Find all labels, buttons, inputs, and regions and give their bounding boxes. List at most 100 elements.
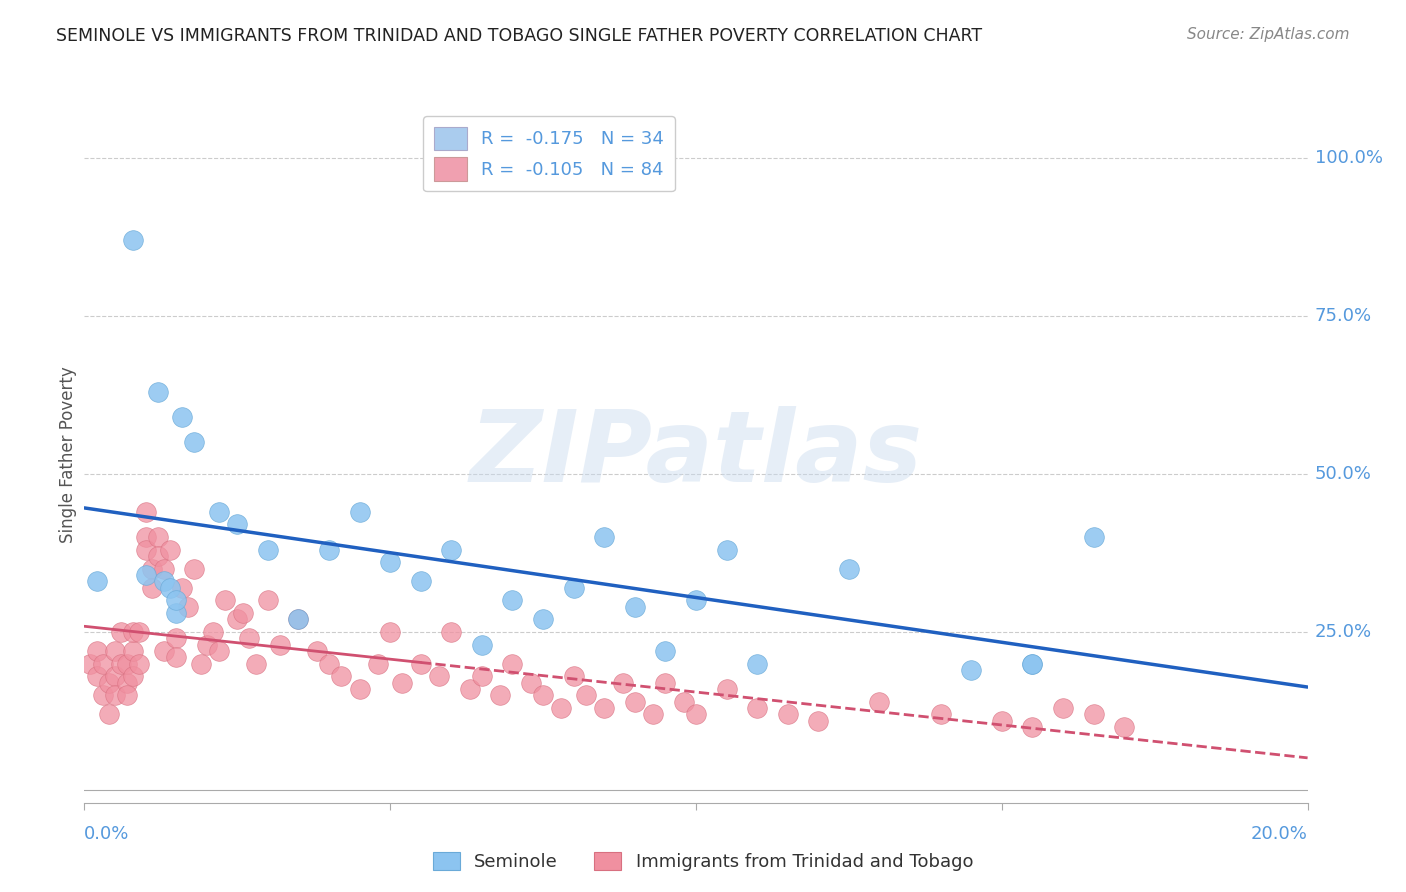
Point bbox=[135, 530, 157, 544]
Point bbox=[238, 632, 260, 646]
Point bbox=[135, 505, 157, 519]
Point bbox=[122, 669, 145, 683]
Point bbox=[991, 714, 1014, 728]
Point bbox=[330, 669, 353, 683]
Point bbox=[520, 675, 543, 690]
Point bbox=[135, 568, 157, 582]
Point bbox=[91, 657, 114, 671]
Text: 25.0%: 25.0% bbox=[1315, 623, 1372, 641]
Point bbox=[91, 688, 114, 702]
Point bbox=[172, 581, 194, 595]
Point bbox=[104, 688, 127, 702]
Point bbox=[489, 688, 512, 702]
Point bbox=[458, 681, 481, 696]
Point bbox=[257, 593, 280, 607]
Point bbox=[146, 530, 169, 544]
Point bbox=[232, 606, 254, 620]
Point bbox=[153, 644, 176, 658]
Point bbox=[104, 669, 127, 683]
Point bbox=[502, 593, 524, 607]
Point bbox=[165, 606, 187, 620]
Point bbox=[79, 657, 101, 671]
Point bbox=[159, 581, 181, 595]
Point bbox=[1052, 701, 1074, 715]
Point bbox=[214, 593, 236, 607]
Point bbox=[593, 701, 616, 715]
Point bbox=[165, 593, 187, 607]
Point bbox=[208, 505, 231, 519]
Point bbox=[110, 625, 132, 640]
Point bbox=[195, 638, 218, 652]
Text: 100.0%: 100.0% bbox=[1315, 149, 1382, 167]
Point bbox=[208, 644, 231, 658]
Point bbox=[929, 707, 952, 722]
Point bbox=[226, 517, 249, 532]
Text: Source: ZipAtlas.com: Source: ZipAtlas.com bbox=[1187, 27, 1350, 42]
Legend: Seminole, Immigrants from Trinidad and Tobago: Seminole, Immigrants from Trinidad and T… bbox=[426, 845, 980, 879]
Point bbox=[409, 657, 432, 671]
Point bbox=[153, 562, 176, 576]
Point bbox=[1083, 707, 1105, 722]
Point bbox=[502, 657, 524, 671]
Point bbox=[172, 409, 194, 424]
Point bbox=[97, 707, 120, 722]
Point bbox=[86, 669, 108, 683]
Point bbox=[128, 625, 150, 640]
Y-axis label: Single Father Poverty: Single Father Poverty bbox=[59, 367, 77, 543]
Point bbox=[776, 707, 799, 722]
Point bbox=[146, 384, 169, 399]
Point bbox=[869, 695, 891, 709]
Point bbox=[141, 562, 163, 576]
Text: ZIPatlas: ZIPatlas bbox=[470, 407, 922, 503]
Point bbox=[531, 688, 554, 702]
Point bbox=[141, 581, 163, 595]
Text: SEMINOLE VS IMMIGRANTS FROM TRINIDAD AND TOBAGO SINGLE FATHER POVERTY CORRELATIO: SEMINOLE VS IMMIGRANTS FROM TRINIDAD AND… bbox=[56, 27, 983, 45]
Point bbox=[716, 542, 738, 557]
Point bbox=[183, 435, 205, 450]
Point bbox=[471, 638, 494, 652]
Point bbox=[1083, 530, 1105, 544]
Point bbox=[747, 701, 769, 715]
Point bbox=[960, 663, 983, 677]
Point bbox=[643, 707, 665, 722]
Point bbox=[409, 574, 432, 589]
Point bbox=[807, 714, 830, 728]
Point bbox=[562, 581, 585, 595]
Point bbox=[287, 612, 309, 626]
Point bbox=[177, 599, 200, 614]
Point bbox=[287, 612, 309, 626]
Point bbox=[672, 695, 695, 709]
Point bbox=[1021, 657, 1043, 671]
Point bbox=[1021, 720, 1043, 734]
Point bbox=[122, 644, 145, 658]
Point bbox=[86, 644, 108, 658]
Point bbox=[380, 556, 402, 570]
Legend: R =  -0.175   N = 34, R =  -0.105   N = 84: R = -0.175 N = 34, R = -0.105 N = 84 bbox=[423, 116, 675, 192]
Point bbox=[153, 574, 176, 589]
Point bbox=[349, 681, 371, 696]
Point bbox=[128, 657, 150, 671]
Point bbox=[201, 625, 224, 640]
Point bbox=[165, 632, 187, 646]
Point bbox=[122, 625, 145, 640]
Point bbox=[612, 675, 634, 690]
Point bbox=[550, 701, 572, 715]
Point bbox=[86, 574, 108, 589]
Point bbox=[146, 549, 169, 563]
Point bbox=[159, 542, 181, 557]
Point bbox=[367, 657, 389, 671]
Point bbox=[654, 675, 676, 690]
Point bbox=[575, 688, 598, 702]
Point bbox=[165, 650, 187, 665]
Point bbox=[427, 669, 450, 683]
Point bbox=[654, 644, 676, 658]
Text: 20.0%: 20.0% bbox=[1251, 825, 1308, 843]
Point bbox=[104, 644, 127, 658]
Point bbox=[269, 638, 291, 652]
Point bbox=[190, 657, 212, 671]
Point bbox=[624, 599, 647, 614]
Point bbox=[135, 542, 157, 557]
Point bbox=[440, 542, 463, 557]
Point bbox=[531, 612, 554, 626]
Point bbox=[1021, 657, 1043, 671]
